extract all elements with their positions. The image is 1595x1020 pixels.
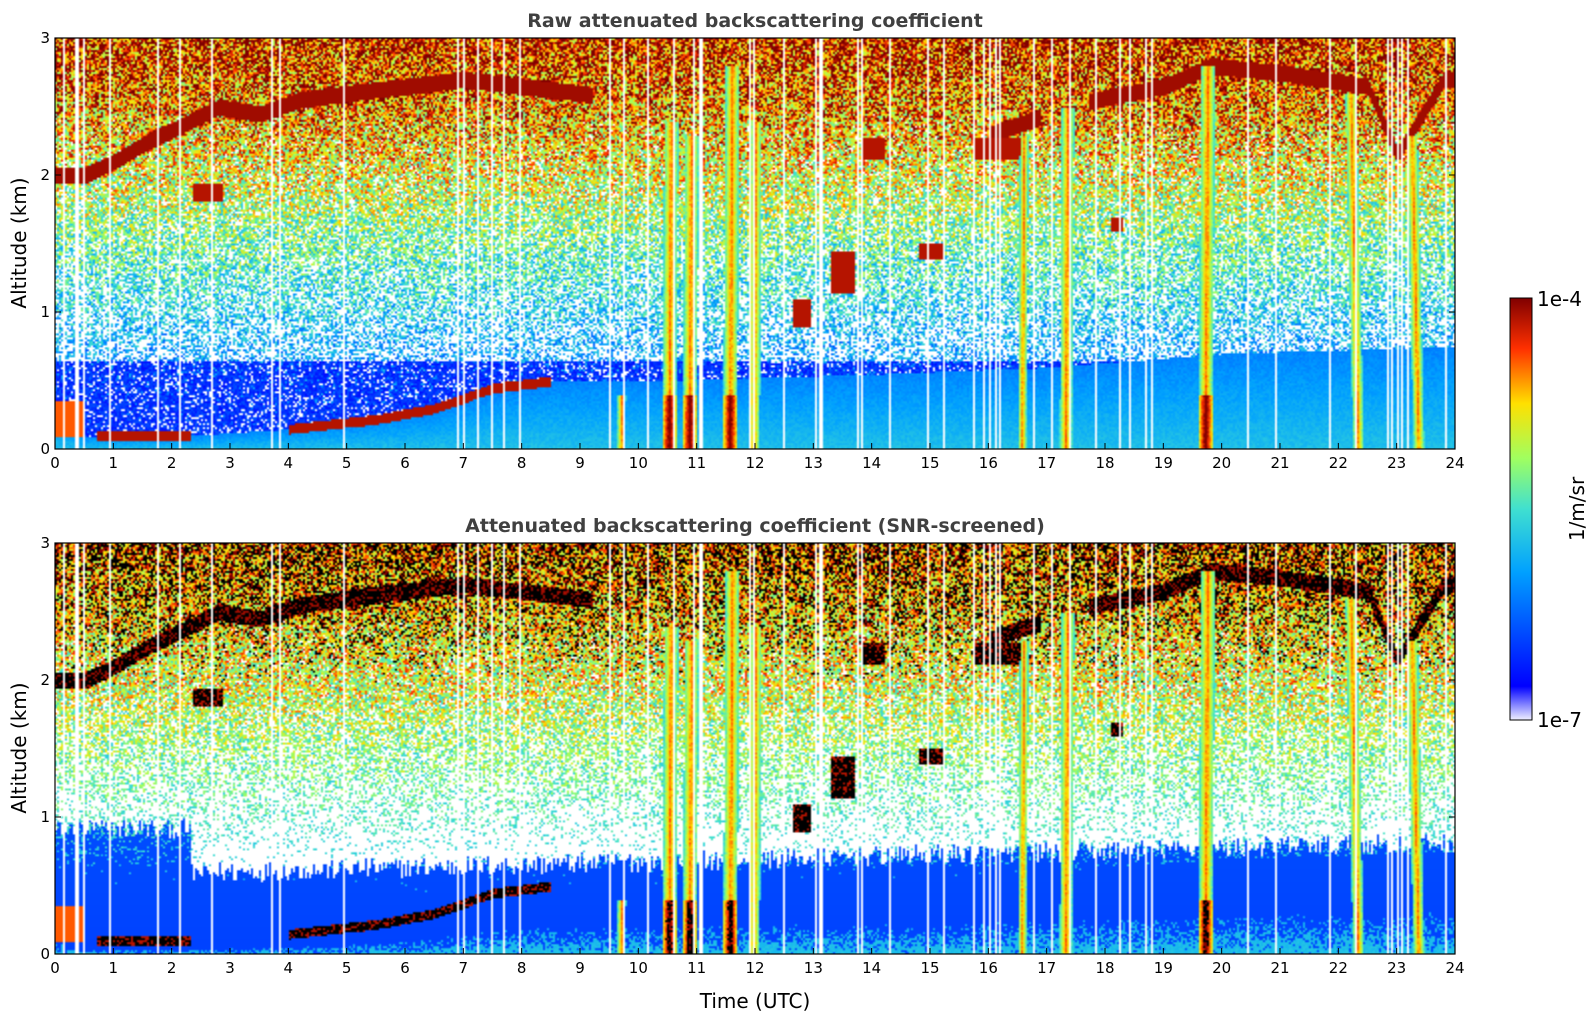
x-tick-label: 12 — [745, 959, 764, 977]
x-tick-label: 19 — [1154, 454, 1173, 472]
x-tick-label: 13 — [804, 454, 823, 472]
panel-screened-title: Attenuated backscattering coefficient (S… — [465, 515, 1045, 537]
x-tick-label: 22 — [1329, 454, 1348, 472]
x-tick-label: 23 — [1387, 454, 1406, 472]
panel-raw: Raw attenuated backscattering coefficien… — [7, 10, 1465, 472]
panel-screened: Attenuated backscattering coefficient (S… — [7, 515, 1465, 1013]
panel-screened-heatmap — [55, 543, 1455, 954]
x-tick-label: 21 — [1270, 454, 1289, 472]
x-tick-label: 16 — [979, 959, 998, 977]
x-tick-label: 17 — [1037, 959, 1056, 977]
y-tick-label: 2 — [40, 671, 50, 689]
x-tick-label: 19 — [1154, 959, 1173, 977]
x-tick-label: 23 — [1387, 959, 1406, 977]
x-tick-label: 18 — [1095, 959, 1114, 977]
x-tick-label: 14 — [862, 959, 881, 977]
x-tick-label: 22 — [1329, 959, 1348, 977]
x-tick-label: 17 — [1037, 454, 1056, 472]
x-tick-label: 3 — [225, 454, 235, 472]
panel-screened-plot-area — [54, 542, 1456, 955]
x-tick-label: 0 — [50, 454, 60, 472]
colorbar-gradient — [1509, 297, 1533, 721]
x-tick-label: 13 — [804, 959, 823, 977]
x-tick-label: 15 — [920, 454, 939, 472]
y-tick-label: 3 — [40, 534, 50, 552]
x-tick-label: 20 — [1212, 959, 1231, 977]
x-tick-label: 3 — [225, 959, 235, 977]
x-tick-label: 6 — [400, 959, 410, 977]
x-tick-label: 11 — [687, 959, 706, 977]
x-tick-label: 2 — [167, 454, 177, 472]
x-tick-label: 14 — [862, 454, 881, 472]
panel-screened-ylabel: Altitude (km) — [7, 682, 31, 813]
x-tick-label: 1 — [109, 454, 119, 472]
x-tick-label: 1 — [109, 959, 119, 977]
colorbar-min-label: 1e-7 — [1537, 708, 1582, 732]
x-tick-label: 12 — [745, 454, 764, 472]
panel-raw-ylabel: Altitude (km) — [7, 177, 31, 308]
x-tick-label: 21 — [1270, 959, 1289, 977]
x-tick-label: 16 — [979, 454, 998, 472]
x-tick-label: 9 — [575, 454, 585, 472]
x-tick-label: 0 — [50, 959, 60, 977]
x-tick-label: 20 — [1212, 454, 1231, 472]
x-tick-label: 9 — [575, 959, 585, 977]
x-tick-label: 15 — [920, 959, 939, 977]
panel-raw-plot-area — [54, 37, 1456, 450]
y-tick-label: 0 — [40, 945, 50, 963]
x-tick-label: 24 — [1445, 959, 1464, 977]
x-tick-label: 8 — [517, 454, 527, 472]
x-tick-label: 4 — [284, 959, 294, 977]
y-tick-label: 0 — [40, 440, 50, 458]
panel-raw-title: Raw attenuated backscattering coefficien… — [527, 10, 983, 32]
x-tick-label: 5 — [342, 959, 352, 977]
x-tick-label: 7 — [459, 959, 469, 977]
y-tick-label: 1 — [40, 808, 50, 826]
x-tick-label: 24 — [1445, 454, 1464, 472]
x-tick-label: 2 — [167, 959, 177, 977]
x-tick-label: 8 — [517, 959, 527, 977]
panel-screened-xlabel: Time (UTC) — [699, 989, 811, 1013]
x-tick-label: 18 — [1095, 454, 1114, 472]
colorbar: 1e-4 1e-7 1/m/sr — [1509, 287, 1589, 732]
x-tick-label: 10 — [629, 959, 648, 977]
panel-raw-heatmap — [55, 38, 1455, 449]
x-tick-label: 7 — [459, 454, 469, 472]
y-tick-label: 2 — [40, 166, 50, 184]
x-tick-label: 5 — [342, 454, 352, 472]
y-tick-label: 1 — [40, 303, 50, 321]
x-tick-label: 11 — [687, 454, 706, 472]
y-tick-label: 3 — [40, 29, 50, 47]
x-tick-label: 6 — [400, 454, 410, 472]
x-tick-label: 10 — [629, 454, 648, 472]
panel-raw-axes: 0 1 2 3 4 5 6 7 8 9 10 11 12 13 14 15 16 17 18 19 20 21 22 23 24… — [40, 29, 1464, 472]
colorbar-units-label: 1/m/sr — [1565, 476, 1589, 541]
colorbar-max-label: 1e-4 — [1537, 287, 1582, 311]
panel-screened-axes: 0 1 2 3 4 5 6 7 8 9 10 11 12 13 14 15 16 17 18 19 20 21 22 23 24… — [40, 534, 1464, 977]
x-tick-label: 4 — [284, 454, 294, 472]
